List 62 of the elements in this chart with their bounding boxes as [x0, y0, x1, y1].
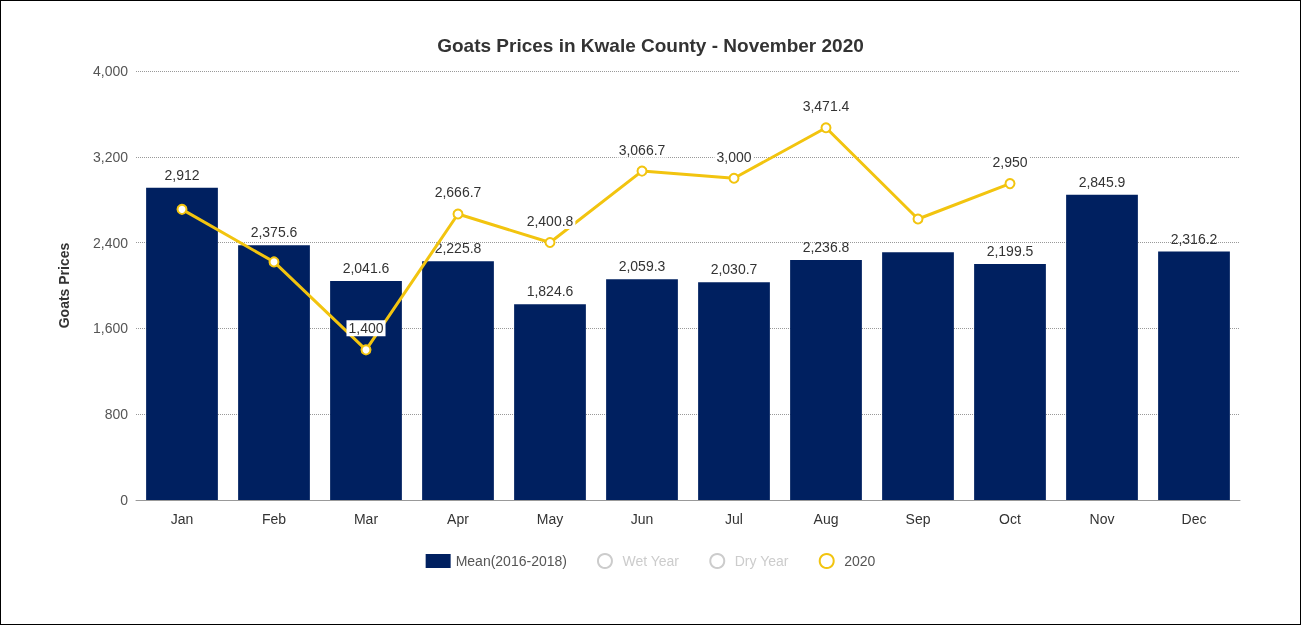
x-tick-label: Jun: [630, 511, 654, 527]
data-label: 2,199.5: [986, 243, 1034, 260]
data-label: 2,030.7: [710, 261, 758, 278]
y-tick-label: 3,200: [92, 148, 129, 165]
y-tick-label: 2,400: [92, 234, 129, 251]
data-label: 3,000: [716, 148, 752, 165]
bar: [698, 282, 770, 500]
bar: [514, 304, 586, 500]
legend-label: Mean(2016-2018): [455, 553, 567, 569]
data-label: 1,824.6: [526, 283, 574, 300]
point: [1004, 178, 1016, 190]
x-tick-label: Feb: [261, 511, 287, 527]
data-label: 3,066.7: [618, 141, 666, 158]
y-tick-label: 4,000: [92, 63, 129, 79]
bar: [1158, 251, 1230, 500]
data-label: 2,316.2: [1170, 230, 1218, 247]
y-tick-label: 0: [120, 492, 129, 508]
point: [544, 237, 556, 249]
data-label: 2,225.8: [434, 240, 482, 257]
point: [912, 213, 924, 225]
data-label: 2,059.3: [618, 258, 666, 275]
chart-title: Goats Prices in Kwale County - November 2020: [437, 35, 864, 56]
x-tick-label: Apr: [447, 511, 470, 527]
y-tick-label: 800: [104, 406, 129, 423]
x-tick-label: Aug: [813, 511, 839, 527]
y-tick-label: 1,600: [92, 320, 129, 337]
data-label: 2,041.6: [342, 260, 390, 277]
x-tick-label: Jul: [725, 511, 743, 527]
point: [452, 208, 464, 220]
bar: [882, 252, 954, 500]
bar: [1066, 194, 1138, 500]
point: [820, 122, 832, 134]
bar: [974, 264, 1046, 500]
legend-label: 2020: [844, 553, 876, 569]
bar: [422, 261, 494, 500]
bar: [146, 187, 218, 500]
bar: [790, 260, 862, 500]
bar: [606, 279, 678, 500]
x-tick-label: May: [536, 511, 564, 527]
data-label: 2,845.9: [1078, 173, 1126, 190]
x-tick-label: Mar: [353, 511, 379, 527]
data-label: 2,950: [992, 154, 1028, 171]
data-label: 2,375.6: [250, 224, 298, 241]
point: [360, 344, 372, 356]
y-axis-title: Goats Prices: [56, 242, 72, 329]
data-label: 3,471.4: [802, 98, 850, 115]
data-label: 2,912: [164, 166, 200, 183]
bar: [330, 281, 402, 500]
bar: [238, 245, 310, 500]
x-tick-label: Sep: [905, 511, 931, 527]
x-tick-label: Oct: [999, 511, 1021, 527]
point: [636, 165, 648, 177]
point: [728, 172, 740, 184]
data-label: 1,400: [348, 320, 384, 337]
x-tick-label: Jan: [170, 511, 194, 527]
point: [176, 203, 188, 215]
x-tick-label: Nov: [1089, 511, 1115, 527]
data-label: 2,236.8: [802, 239, 850, 256]
x-tick-label: Dec: [1181, 511, 1207, 527]
point: [268, 256, 280, 268]
data-label: 2,400.8: [526, 213, 574, 230]
data-label: 2,666.7: [434, 184, 482, 201]
